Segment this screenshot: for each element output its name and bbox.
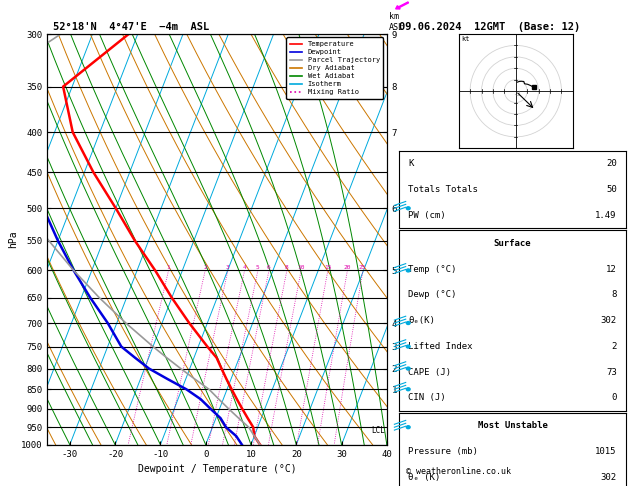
Text: 3: 3 <box>226 264 230 270</box>
Text: 25: 25 <box>359 264 367 270</box>
Text: K: K <box>408 159 414 168</box>
Text: 1015: 1015 <box>595 447 617 456</box>
Text: Temp (°C): Temp (°C) <box>408 264 457 274</box>
Text: 20: 20 <box>343 264 351 270</box>
Text: 6: 6 <box>267 264 270 270</box>
Text: Totals Totals: Totals Totals <box>408 185 478 194</box>
Text: Lifted Index: Lifted Index <box>408 342 473 351</box>
Text: 8: 8 <box>611 290 617 299</box>
Text: kt: kt <box>461 36 469 42</box>
Text: Surface: Surface <box>494 239 532 248</box>
Text: 2: 2 <box>203 264 207 270</box>
Text: km
ASL: km ASL <box>389 12 404 32</box>
Y-axis label: hPa: hPa <box>8 230 18 248</box>
Text: CAPE (J): CAPE (J) <box>408 367 452 377</box>
Text: 12: 12 <box>606 264 617 274</box>
Text: 1: 1 <box>167 264 170 270</box>
Text: 73: 73 <box>606 367 617 377</box>
X-axis label: Dewpoint / Temperature (°C): Dewpoint / Temperature (°C) <box>138 464 296 474</box>
Text: Pressure (mb): Pressure (mb) <box>408 447 478 456</box>
Text: CIN (J): CIN (J) <box>408 393 446 402</box>
Text: Dewp (°C): Dewp (°C) <box>408 290 457 299</box>
Text: 52°18'N  4°47'E  −4m  ASL: 52°18'N 4°47'E −4m ASL <box>53 21 209 32</box>
Text: 302: 302 <box>601 316 617 325</box>
Text: θₑ(K): θₑ(K) <box>408 316 435 325</box>
Text: 20: 20 <box>606 159 617 168</box>
Text: PW (cm): PW (cm) <box>408 210 446 220</box>
Text: 15: 15 <box>324 264 331 270</box>
Text: Most Unstable: Most Unstable <box>477 421 548 431</box>
Text: 8: 8 <box>285 264 289 270</box>
Legend: Temperature, Dewpoint, Parcel Trajectory, Dry Adiabat, Wet Adiabat, Isotherm, Mi: Temperature, Dewpoint, Parcel Trajectory… <box>286 37 383 99</box>
Text: 50: 50 <box>606 185 617 194</box>
Text: 302: 302 <box>601 473 617 482</box>
Text: θₑ (K): θₑ (K) <box>408 473 441 482</box>
Text: 4: 4 <box>242 264 246 270</box>
Text: © weatheronline.co.uk: © weatheronline.co.uk <box>406 467 511 476</box>
Text: LCL: LCL <box>372 426 386 434</box>
Text: 2: 2 <box>611 342 617 351</box>
Text: 1.49: 1.49 <box>595 210 617 220</box>
Text: 5: 5 <box>256 264 260 270</box>
Text: 09.06.2024  12GMT  (Base: 12): 09.06.2024 12GMT (Base: 12) <box>399 21 581 32</box>
Text: 0: 0 <box>611 393 617 402</box>
Text: 10: 10 <box>297 264 304 270</box>
